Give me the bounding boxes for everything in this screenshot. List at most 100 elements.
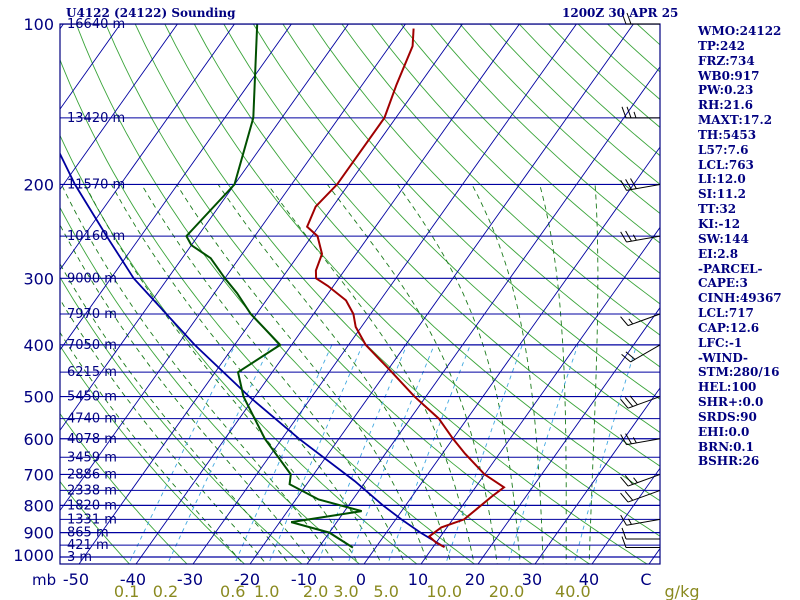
wind-barb: [621, 12, 660, 25]
temperature-tick-label: 30: [522, 570, 542, 589]
index-item: STM:280/16: [698, 365, 780, 380]
isotherm: [591, 467, 660, 564]
mixing-ratio-line: [316, 344, 408, 564]
mixing-ratio-label: 0.1: [114, 582, 139, 600]
wind-barb: [621, 527, 660, 540]
mixing-ratio-line: [167, 344, 272, 564]
pressure-tick-label: 800: [23, 496, 54, 515]
wind-barbs: [620, 12, 661, 549]
height-label: 4078 m: [67, 432, 117, 447]
wind-barb: [620, 433, 661, 446]
plot-frame: [59, 23, 661, 565]
isotherm: [534, 387, 660, 564]
dry-adiabat: [60, 58, 476, 564]
isotherm: [249, 24, 634, 564]
moist-adiabat: [326, 184, 498, 564]
isotherm: [78, 24, 463, 564]
dewpoint-trace: [185, 24, 362, 549]
height-label: 1820 m: [67, 498, 117, 513]
dry-adiabat: [60, 206, 361, 564]
wind-barb: [620, 489, 661, 503]
dry-adiabat: [252, 24, 660, 433]
index-item: -PARCEL-: [698, 261, 763, 276]
height-label: 421 m: [67, 538, 109, 553]
dry-adiabat: [341, 24, 660, 336]
isotherm: [60, 24, 178, 191]
wind-barb: [621, 106, 660, 119]
height-label: 6215 m: [67, 365, 117, 380]
isotherm: [60, 24, 121, 110]
mixing-ratio-label: 10.0: [426, 582, 462, 600]
temperature-tick-label: C: [640, 570, 651, 589]
dry-adiabat: [60, 412, 188, 564]
height-label: 2338 m: [67, 483, 117, 498]
wind-barb: [620, 230, 661, 243]
wind-barb: [621, 344, 661, 363]
moist-adiabat: [60, 184, 336, 564]
station-title: U4122 (24122) Sounding: [66, 6, 236, 20]
moist-adiabat: [60, 262, 290, 564]
dry-adiabat: [105, 24, 591, 564]
temperature-tick-label: -20: [234, 570, 260, 589]
isotherm: [60, 24, 406, 512]
temperature-tick-label: 40: [579, 570, 599, 589]
index-item: LCL:717: [698, 306, 754, 321]
mixing-ratio-label: 40.0: [555, 582, 591, 600]
sounding-time: 1200Z 30 APR 25: [562, 6, 679, 20]
index-item: L57:7.6: [698, 142, 749, 157]
mixing-ratio-label: 0.2: [153, 582, 178, 600]
moist-adiabat: [396, 184, 521, 564]
mixing-ratio-label: 2.0: [303, 582, 328, 600]
height-label: 3459 m: [67, 450, 117, 465]
height-label: 9000 m: [67, 271, 117, 286]
dry-adiabat: [164, 24, 660, 537]
index-item: SW:144: [698, 231, 749, 246]
mixing-ratio-line: [234, 344, 333, 564]
mixing-ratio-unit-label: g/kg: [665, 582, 700, 600]
isotherm: [192, 24, 577, 564]
temperature-tick-label: -10: [291, 570, 317, 589]
index-item: HEL:100: [698, 380, 757, 395]
index-item: BSHR:26: [698, 454, 760, 469]
moist-adiabat: [176, 184, 429, 564]
index-item: LFC:-1: [698, 335, 743, 350]
mixing-ratio-line: [267, 344, 364, 564]
index-item: SHR+:0.0: [698, 395, 764, 410]
mixing-ratio-line: [445, 344, 523, 564]
temperature-tick-label: -40: [120, 570, 146, 589]
pressure-tick-label: 500: [23, 388, 54, 407]
pressure-tick-label: 600: [23, 430, 54, 449]
mixing-ratio-label: 0.6: [220, 582, 245, 600]
dry-adiabat: [223, 24, 660, 467]
mixing-ratio-label: 20.0: [489, 582, 525, 600]
wind-barb: [621, 536, 660, 549]
mixing-ratio-line: [347, 344, 435, 564]
isotherm: [135, 24, 520, 564]
index-item: EI:2.8: [698, 246, 739, 261]
height-label: 10160 m: [67, 229, 125, 244]
index-item: MAXT:17.2: [698, 113, 773, 128]
height-label: 16640 m: [67, 17, 125, 32]
height-label: 13420 m: [67, 111, 125, 126]
mixing-ratio-line: [507, 344, 579, 564]
wind-barb: [620, 473, 661, 487]
temperature-trace: [305, 28, 506, 548]
dry-adiabat: [312, 24, 660, 368]
mixing-ratio-label: 3.0: [333, 582, 358, 600]
dry-adiabat: [60, 344, 246, 564]
sounding-profiles: [60, 24, 506, 549]
isotherm: [363, 146, 660, 564]
index-item: TH:5453: [698, 127, 757, 142]
index-item: LCL:763: [698, 157, 754, 172]
isotherm: [420, 226, 660, 564]
moist-adiabat: [60, 223, 313, 564]
pressure-tick-label: 900: [23, 524, 54, 543]
index-item: CAP:12.6: [698, 320, 760, 335]
temperature-tick-label: 10: [408, 570, 428, 589]
mixing-ratio-line: [387, 344, 471, 564]
index-item: TP:242: [698, 38, 746, 53]
index-item: PW:0.23: [698, 83, 754, 98]
index-item: BRN:0.1: [698, 439, 754, 454]
isotherm: [0, 12, 15, 568]
index-item: CINH:49367: [698, 291, 782, 306]
